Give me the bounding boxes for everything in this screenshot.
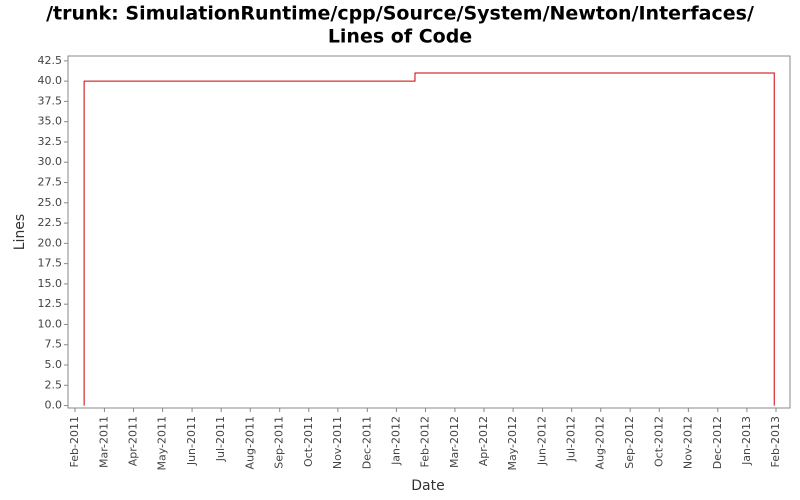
x-tick-label: Apr-2012 — [477, 416, 490, 466]
y-axis-label: Lines — [12, 214, 28, 250]
y-tick-label: 20.0 — [38, 236, 63, 249]
x-tick-label: Dec-2012 — [711, 416, 724, 469]
plot-area — [67, 55, 791, 409]
y-tick-label: 22.5 — [38, 216, 63, 229]
x-tick-label: Jun-2011 — [185, 416, 198, 466]
x-tick-label: Jul-2011 — [214, 416, 227, 462]
x-tick-label: Feb-2012 — [418, 416, 431, 467]
x-axis-label: Date — [411, 478, 444, 494]
y-tick-label: 35.0 — [38, 115, 63, 128]
y-tick-label: 27.5 — [38, 176, 63, 189]
x-tick-label: Feb-2013 — [769, 416, 782, 467]
y-tick-label: 25.0 — [38, 196, 63, 209]
y-tick-label: 37.5 — [38, 94, 63, 107]
y-tick-label: 12.5 — [38, 297, 63, 310]
x-tick-label: Apr-2011 — [127, 416, 140, 466]
x-tick-label: Jul-2012 — [565, 416, 578, 462]
x-tick-label: Mar-2011 — [97, 416, 110, 468]
y-tick-label: 17.5 — [38, 257, 63, 270]
x-tick-label: Jan-2012 — [389, 416, 402, 466]
x-tick-label: Aug-2012 — [594, 416, 607, 469]
x-tick-label: Jun-2012 — [536, 416, 549, 466]
x-tick-label: Aug-2011 — [243, 416, 256, 469]
x-tick-label: Sep-2012 — [623, 416, 636, 469]
x-tick-label: Dec-2011 — [360, 416, 373, 469]
x-tick-label: Feb-2011 — [68, 416, 81, 467]
y-tick-label: 42.5 — [38, 54, 63, 67]
y-tick-label: 10.0 — [38, 317, 63, 330]
y-tick-label: 15.0 — [38, 277, 63, 290]
y-tick-label: 30.0 — [38, 155, 63, 168]
y-tick-label: 0.0 — [45, 399, 63, 412]
y-tick-label: 40.0 — [38, 74, 63, 87]
chart-title: Lines of Code — [328, 26, 472, 48]
y-tick-label: 7.5 — [45, 338, 63, 351]
y-tick-label: 2.5 — [45, 378, 63, 391]
x-tick-label: Jan-2013 — [740, 416, 753, 466]
y-tick-label: 5.0 — [45, 358, 63, 371]
data-line — [83, 72, 775, 406]
x-tick-label: May-2011 — [156, 416, 169, 471]
x-tick-label: Nov-2012 — [681, 416, 694, 469]
x-tick-label: Nov-2011 — [331, 416, 344, 469]
x-tick-label: Oct-2011 — [302, 416, 315, 467]
chart-title: /trunk: SimulationRuntime/cpp/Source/Sys… — [46, 3, 754, 25]
y-tick-label: 32.5 — [38, 135, 63, 148]
x-tick-label: May-2012 — [506, 416, 519, 471]
x-tick-label: Mar-2012 — [448, 416, 461, 468]
x-tick-label: Sep-2011 — [273, 416, 286, 469]
x-tick-label: Oct-2012 — [652, 416, 665, 467]
